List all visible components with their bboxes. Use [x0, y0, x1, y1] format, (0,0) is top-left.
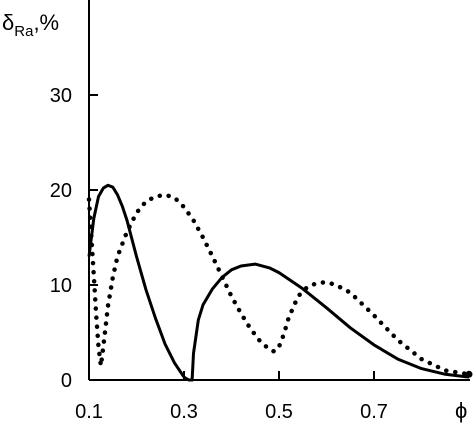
y-tick-label: 20 [50, 180, 72, 202]
x-axis-title: ϕ [455, 398, 467, 423]
x-tick-label: 0.1 [75, 401, 103, 423]
y-tick-label: 0 [61, 370, 72, 392]
y-axis-title: δRa,% [2, 10, 59, 40]
end-point-marker [465, 370, 473, 378]
y-axis-symbol: δ [2, 10, 14, 35]
y-tick-label: 30 [50, 85, 72, 107]
y-tick-label: 10 [50, 275, 72, 297]
ticks: 0.1 0.3 0.5 0.7 0 10 20 30 [50, 85, 388, 423]
y-axis-unit: ,% [33, 10, 59, 35]
x-tick-label: 0.3 [170, 401, 198, 423]
x-tick-label: 0.7 [360, 401, 388, 423]
series-line-solid [87, 183, 470, 382]
series-group [86, 183, 473, 382]
series-line-dotted [86, 192, 472, 377]
x-tick-label: 0.5 [265, 401, 293, 423]
y-axis-subscript: Ra [14, 23, 34, 40]
axes [88, 0, 470, 381]
